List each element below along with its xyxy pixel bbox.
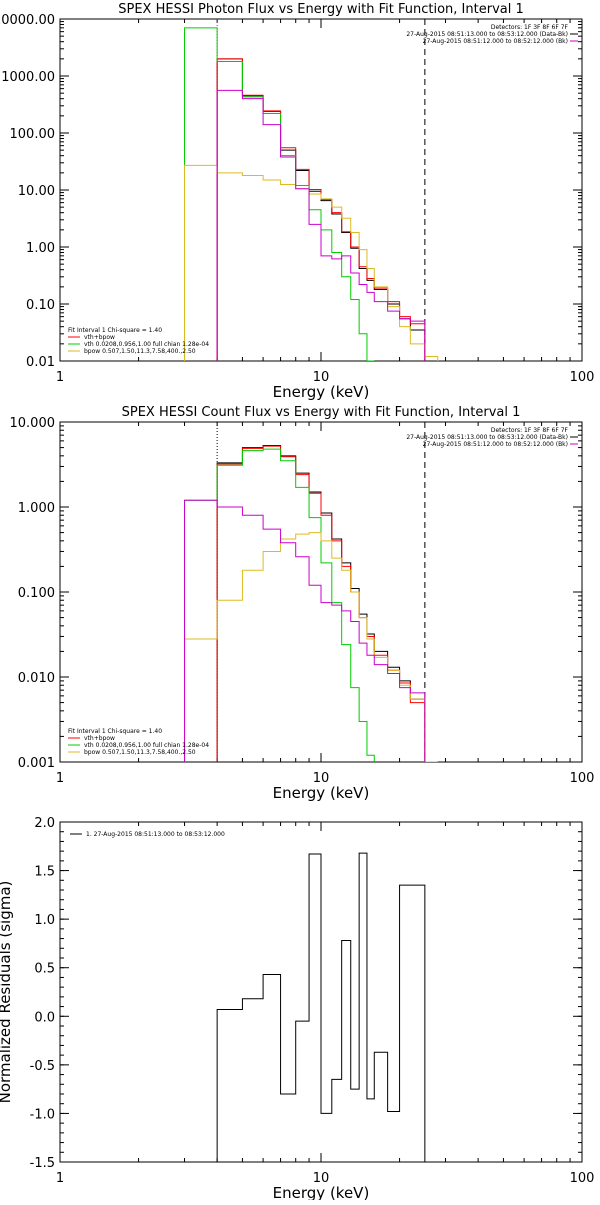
y-tick-label: 2.0 <box>34 816 55 831</box>
legend-bottom-left-text: Fit Interval 1 Chi-square = 1.40 <box>68 327 162 334</box>
y-tick-label: 1.5 <box>34 865 55 880</box>
y-tick-label: 1000.00 <box>1 70 55 85</box>
y-tick-label: 1.000 <box>18 501 55 516</box>
legend-bottom-left-text: vth 0.0208,0.956,1.00 full chian 1.28e-0… <box>84 341 209 348</box>
y-axis: -1.5 -1.0 -0.5 0.0 0.5 1.0 1.5 2.0 Normalized Re… <box>0 816 582 1171</box>
legend-bottom-left-text: vth+bpow <box>84 735 115 742</box>
x-tick-label: 10 <box>313 771 330 786</box>
y-axis: 0.001 0.010 0.100 1.000 10.000 <box>10 416 582 771</box>
x-tick-label: 1 <box>56 1171 64 1186</box>
x-axis-title: Energy (keV) <box>273 784 370 802</box>
y-tick-label: 0.01 <box>26 355 55 370</box>
x-axis: 1 10 100 Energy (keV) <box>56 822 595 1202</box>
data-series <box>184 444 438 762</box>
y-axis-title: Normalized Residuals (sigma) <box>0 881 14 1104</box>
y-axis: 0.01 0.10 1.00 10.00 100.00 1000.00 10000.00 <box>0 13 582 370</box>
legend-top-right-text: 27-Aug-2015 08:51:13.000 to 08:53:12.000… <box>406 31 568 38</box>
y-tick-label: -0.5 <box>30 1059 55 1074</box>
y-tick-label: 0.0 <box>34 1010 55 1025</box>
x-axis: 1 10 100 Energy (keV) <box>56 19 595 401</box>
series-sum-line <box>216 58 426 361</box>
x-axis-title: Energy (keV) <box>273 1184 370 1200</box>
data-series <box>216 852 426 1162</box>
y-tick-label: 0.5 <box>34 962 55 977</box>
plot-title: SPEX HESSI Count Flux vs Energy with Fit… <box>122 405 521 420</box>
legend-bottom-left-text: vth+bpow <box>84 334 115 341</box>
legend-top-right-text: 27-Aug-2015 08:51:13.000 to 08:53:12.000… <box>406 434 568 441</box>
x-tick-label: 100 <box>570 1171 595 1186</box>
series-sum-line <box>216 445 426 762</box>
y-tick-label: 0.010 <box>18 671 55 686</box>
legend-bottom-left-text: Fit Interval 1 Chi-square = 1.40 <box>68 728 162 735</box>
legend-bottom-left-text: bpow 0.507,1.50,11.3,7.58,400.,2.50 <box>84 348 196 355</box>
legend-bottom-left: Fit Interval 1 Chi-square = 1.40vth+bpow… <box>68 327 209 355</box>
y-tick-label: 0.10 <box>26 298 55 313</box>
y-tick-label: 10000.00 <box>0 13 55 28</box>
series-bk-line <box>216 89 426 361</box>
legend-top-left-text: 1. 27-Aug-2015 08:51:13.000 to 08:53:12.… <box>86 831 225 838</box>
y-tick-label: 1.0 <box>34 913 55 928</box>
x-axis-title: Energy (keV) <box>273 383 370 401</box>
series-total-line <box>216 852 426 1162</box>
series-bpow-line <box>184 532 438 762</box>
x-tick-label: 100 <box>570 771 595 786</box>
series-bpow-line <box>184 164 439 361</box>
x-tick-label: 10 <box>313 370 330 385</box>
y-tick-label: 1.00 <box>26 241 55 256</box>
legend-bottom-left-text: bpow 0.507,1.50,11.3,7.58,400.,2.50 <box>84 749 196 756</box>
x-tick-label: 1 <box>56 771 64 786</box>
y-tick-label: -1.0 <box>30 1107 55 1122</box>
panel-1: SPEX HESSI Photon Flux vs Energy with Fi… <box>0 2 594 401</box>
y-tick-label: 10.00 <box>18 184 55 199</box>
series-bk-line <box>184 499 426 762</box>
x-tick-label: 10 <box>313 1171 330 1186</box>
y-tick-label: -1.5 <box>30 1156 55 1171</box>
panel-2: SPEX HESSI Count Flux vs Energy with Fit… <box>10 405 595 802</box>
series-vth-line <box>184 448 375 762</box>
y-tick-label: 10.000 <box>10 416 56 431</box>
legend-top-left: 1. 27-Aug-2015 08:51:13.000 to 08:53:12.… <box>70 831 225 838</box>
x-axis: 1 10 100 Energy (keV) <box>56 422 595 802</box>
legend-bottom-left-text: vth 0.0208,0.956,1.00 full chian 1.28e-0… <box>84 742 209 749</box>
y-tick-label: 0.100 <box>18 586 55 601</box>
legend-bottom-left: Fit Interval 1 Chi-square = 1.40vth+bpow… <box>68 728 209 756</box>
x-tick-label: 100 <box>570 370 595 385</box>
y-tick-label: 0.001 <box>18 756 55 771</box>
legend-top-right-text: Detectors: 1F 3F 8F 6F 7F <box>491 427 569 434</box>
series-vth-line <box>184 27 375 361</box>
legend-top-right-text: 27-Aug-2015 08:51:12.000 to 08:52:12.000… <box>423 441 568 448</box>
legend-top-right-text: 27-Aug-2015 08:51:12.000 to 08:52:12.000… <box>423 38 568 45</box>
y-tick-label: 100.00 <box>10 127 56 142</box>
x-tick-label: 1 <box>56 370 64 385</box>
plot-title: SPEX HESSI Photon Flux vs Energy with Fi… <box>118 2 524 17</box>
data-series <box>184 27 439 361</box>
legend-top-right-text: Detectors: 1F 3F 8F 6F 7F <box>491 24 569 31</box>
